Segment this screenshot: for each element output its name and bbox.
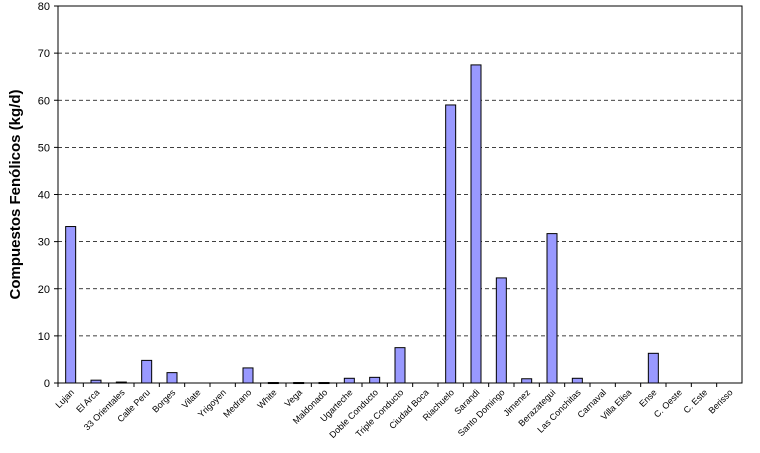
y-axis-title: Compuestos Fenólicos (kg/d): [7, 89, 24, 299]
y-tick-label: 80: [38, 1, 50, 13]
bar: [647, 352, 659, 384]
bar: [470, 64, 482, 384]
bar: [495, 277, 507, 384]
bar: [343, 377, 355, 384]
y-tick-label: 0: [44, 378, 50, 390]
x-category-label: Borges: [150, 387, 178, 415]
x-category-label: C. Oeste: [652, 387, 684, 419]
y-tick-label: 50: [38, 142, 50, 154]
x-category-label: White: [255, 387, 278, 410]
y-tick-label: 60: [38, 95, 50, 107]
x-category-label: C. Este: [681, 387, 709, 415]
y-tick-label: 40: [38, 190, 50, 202]
y-tick-label: 10: [38, 331, 50, 343]
y-tick-label: 20: [38, 284, 50, 296]
x-category-label: Santo Domingo: [456, 387, 507, 438]
bar: [242, 367, 254, 384]
bar: [394, 347, 406, 384]
bar: [546, 233, 558, 384]
bar: [521, 378, 533, 384]
grid-lines: [58, 52, 742, 337]
y-tick-label: 70: [38, 48, 50, 60]
x-category-label: Medrano: [221, 387, 253, 419]
x-category-label: Lujan: [53, 387, 76, 410]
x-category-label: Berisso: [706, 387, 734, 415]
bar: [571, 377, 583, 384]
x-category-label: Vega: [282, 387, 304, 409]
bar: [369, 376, 381, 384]
bar: [166, 372, 178, 384]
x-category-label: Ense: [637, 387, 659, 409]
bar: [141, 359, 153, 384]
y-axis-ticks: 0 10 20 30 40 50 60 70 80: [38, 1, 58, 390]
y-tick-label: 30: [38, 237, 50, 249]
bar: [65, 226, 77, 384]
x-category-label: Vilate: [180, 387, 203, 410]
bar: [445, 104, 457, 384]
